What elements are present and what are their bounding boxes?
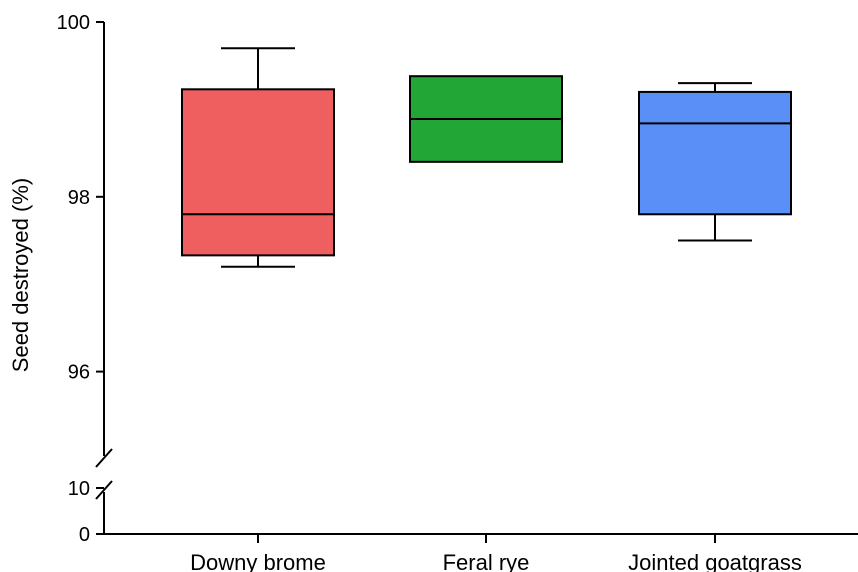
- boxes: [181, 47, 792, 268]
- iqr-box: [638, 90, 792, 216]
- x-tick-label: Downy brome: [190, 550, 326, 572]
- axis-break-mark-upper: [95, 448, 113, 468]
- y-tick-label: 0: [79, 524, 90, 546]
- y-axis-title: Seed destroyed (%): [8, 178, 33, 372]
- labels: 96 98 100 0 10 Downy brome Feral rye Jointed go…: [57, 12, 802, 572]
- y-tick-label: 10: [68, 478, 90, 500]
- y-tick-label: 100: [57, 12, 90, 34]
- box-jointed-goatgrass: [638, 82, 792, 242]
- iqr-box: [181, 88, 335, 257]
- y-tick-label: 96: [68, 362, 90, 384]
- x-tick-label: Jointed goatgrass: [628, 550, 802, 572]
- x-tick-label: Feral rye: [443, 550, 530, 572]
- box-feral-rye: [409, 75, 563, 163]
- axis-break-mark-lower: [95, 480, 113, 500]
- y-tick-label: 98: [68, 187, 90, 209]
- axes: [95, 21, 858, 543]
- box-downy-brome: [181, 47, 335, 268]
